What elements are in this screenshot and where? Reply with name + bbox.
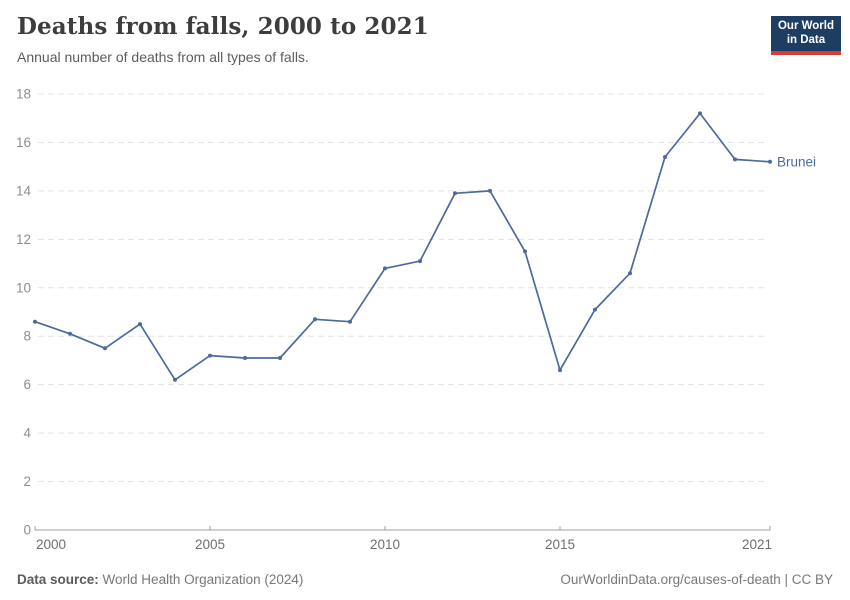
- data-source-label: Data source:: [17, 572, 99, 587]
- data-point: [663, 155, 667, 159]
- data-point: [768, 159, 772, 164]
- data-point: [558, 368, 562, 373]
- data-source: Data source: World Health Organization (…: [17, 572, 303, 587]
- data-point: [348, 319, 352, 324]
- chart-header: Deaths from falls, 2000 to 2021 Annual n…: [17, 13, 755, 65]
- owid-logo-line1: Our World: [777, 20, 834, 32]
- data-point: [278, 356, 282, 360]
- y-axis-tick-label: 6: [23, 377, 31, 392]
- x-axis-tick-label: 2005: [195, 537, 225, 552]
- chart-subtitle: Annual number of deaths from all types o…: [17, 49, 309, 65]
- y-axis-tick-label: 8: [23, 329, 31, 344]
- x-axis-tick-label: 2021: [742, 537, 772, 552]
- x-axis-tick-label: 2010: [370, 537, 400, 552]
- x-axis-tick-label: 2015: [545, 537, 575, 552]
- owid-logo: Our World in Data: [770, 16, 841, 55]
- data-point: [593, 307, 597, 312]
- data-line: [34, 112, 771, 381]
- data-point: [138, 322, 142, 327]
- chart-footer: Data source: World Health Organization (…: [17, 572, 833, 587]
- data-point: [33, 319, 37, 324]
- data-point: [453, 191, 457, 196]
- y-axis-tick-label: 14: [16, 183, 32, 198]
- y-axis-tick-label: 10: [16, 280, 31, 295]
- x-axis-tick-label: 2000: [36, 537, 66, 552]
- page-title: Deaths from falls, 2000 to 2021: [17, 13, 429, 40]
- data-source-value: World Health Organization (2024): [102, 572, 304, 587]
- data-point: [488, 188, 492, 193]
- data-point: [733, 157, 737, 162]
- data-point: [103, 346, 107, 351]
- data-point: [68, 331, 72, 336]
- data-point: [383, 266, 387, 271]
- y-axis-tick-label: 0: [23, 523, 31, 538]
- data-point: [698, 111, 702, 116]
- data-point: [173, 377, 177, 382]
- data-point: [313, 317, 317, 322]
- y-axis-tick-label: 4: [23, 426, 31, 441]
- y-axis-tick-label: 16: [16, 135, 31, 150]
- data-point: [628, 271, 632, 276]
- data-point: [418, 259, 422, 264]
- data-point: [523, 249, 527, 254]
- y-axis-tick-label: 12: [16, 232, 31, 247]
- credit-line: OurWorldinData.org/causes-of-death | CC …: [560, 572, 833, 587]
- data-point: [208, 353, 212, 358]
- owid-logo-line2: in Data: [786, 33, 826, 46]
- y-axis-tick-label: 18: [16, 87, 31, 102]
- y-axis-tick-label: 2: [23, 474, 31, 489]
- series-label: Brunei: [777, 154, 816, 169]
- data-point: [243, 356, 247, 360]
